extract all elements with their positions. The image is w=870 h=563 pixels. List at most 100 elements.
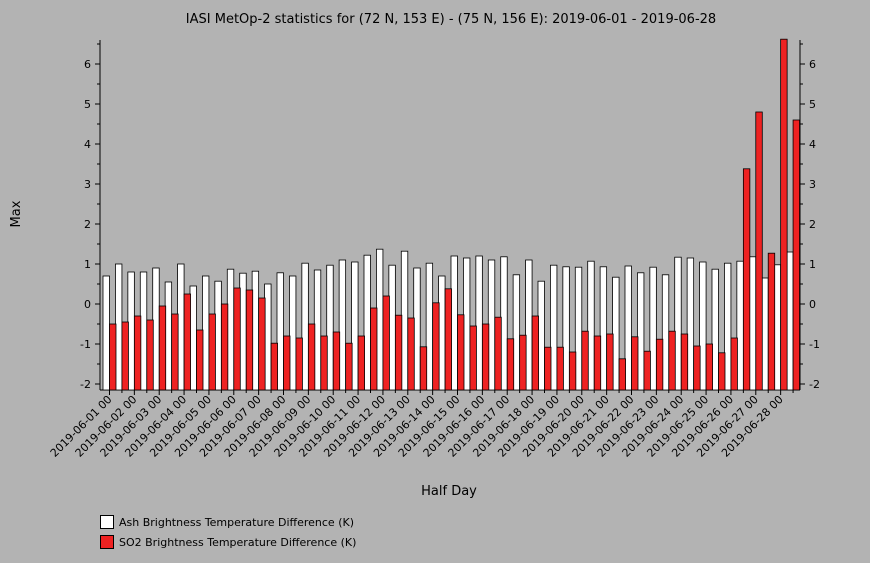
so2-bar (146, 319, 154, 391)
y-tick-label-left: 4 (84, 138, 91, 151)
so2-bar (233, 287, 241, 391)
y-tick-label-right: 6 (809, 58, 816, 71)
ash-bar (674, 256, 682, 391)
so2-bar (121, 321, 129, 391)
so2-bar (158, 305, 167, 391)
y-tick-label-right: 5 (809, 98, 816, 111)
so2-bar (643, 350, 651, 391)
ash-bar (736, 260, 744, 391)
ash-bar (574, 266, 583, 391)
so2-bar (295, 337, 303, 391)
y-tick-label-left: 6 (84, 58, 91, 71)
ash-bar (661, 274, 670, 391)
ash-bar (289, 275, 297, 391)
ash-bar (612, 276, 620, 391)
so2-bar (457, 314, 465, 391)
ash-bar (400, 250, 409, 391)
ash-bar (637, 272, 645, 391)
ash-bar (189, 285, 197, 391)
so2-bar (382, 295, 390, 391)
so2-bar (109, 323, 117, 391)
legend-label-ash: Ash Brightness Temperature Difference (K… (119, 515, 354, 529)
ash-bar (164, 281, 173, 391)
ash-bar (475, 255, 483, 391)
so2-bar (220, 303, 229, 391)
ash-bar (251, 270, 260, 391)
ash-bar (313, 269, 322, 391)
so2-bar (332, 331, 341, 391)
so2-bar (208, 313, 216, 391)
so2-bar (481, 323, 490, 391)
so2-bar (519, 334, 527, 391)
ash-bar (487, 259, 496, 391)
so2-bar (345, 342, 353, 391)
ash-bar (226, 268, 235, 391)
ash-bar (127, 271, 135, 391)
so2-bar (245, 289, 254, 391)
y-tick-label-right: 1 (809, 258, 816, 271)
so2-bar (320, 335, 328, 391)
so2-bar (718, 352, 726, 391)
y-tick-label-right: -2 (809, 378, 820, 391)
so2-bar (394, 314, 403, 391)
legend: Ash Brightness Temperature Difference (K… (100, 512, 356, 552)
ash-bar (115, 263, 123, 391)
y-tick-label-left: 3 (84, 178, 91, 191)
ash-bar (525, 259, 533, 391)
so2-bar (544, 346, 552, 391)
legend-swatch-so2 (100, 535, 114, 549)
so2-bar (581, 330, 589, 391)
so2-bar (655, 338, 664, 391)
so2-bar (531, 315, 539, 391)
ash-bar (214, 280, 222, 391)
ash-bar (599, 266, 608, 391)
chart-title: IASI MetOp-2 statistics for (72 N, 153 E… (186, 12, 716, 27)
ash-bar (202, 275, 210, 391)
so2-bar (618, 358, 626, 391)
ash-bar (686, 257, 695, 391)
ash-bar (413, 267, 421, 391)
x-axis-label: Half Day (421, 484, 477, 499)
ash-bar (425, 262, 434, 391)
so2-bar (593, 335, 602, 391)
so2-bar (419, 346, 428, 391)
so2-bar (668, 330, 676, 391)
ash-bar (537, 280, 545, 391)
ash-bar (724, 262, 732, 391)
so2-bar (631, 336, 639, 391)
so2-bar (432, 302, 440, 391)
ash-bar (388, 264, 396, 391)
ash-bar (624, 265, 632, 391)
y-tick-label-right: 0 (809, 298, 816, 311)
so2-bar (755, 111, 763, 391)
ash-bar (239, 272, 247, 391)
so2-bar (767, 252, 776, 391)
so2-bar (568, 351, 577, 391)
ash-bar (550, 264, 558, 391)
y-tick-label-left: 5 (84, 98, 91, 111)
so2-bar (171, 313, 179, 391)
y-tick-label-left: 2 (84, 218, 91, 231)
so2-bar (742, 168, 751, 391)
so2-bar (183, 293, 191, 391)
so2-bar (680, 333, 689, 391)
so2-bar (307, 323, 316, 391)
y-tick-label-right: 4 (809, 138, 816, 151)
y-tick-label-right: 2 (809, 218, 816, 231)
so2-bar (407, 317, 415, 391)
y-tick-label-left: -1 (80, 338, 91, 351)
ash-bar (450, 255, 458, 391)
so2-bar (506, 338, 515, 391)
ash-bar (326, 264, 334, 391)
ash-bar (276, 272, 284, 391)
so2-bar (792, 119, 800, 391)
y-tick-label-right: 3 (809, 178, 816, 191)
ash-bar (463, 257, 471, 391)
so2-bar (494, 316, 502, 391)
so2-bar (730, 337, 738, 391)
ash-bar (786, 251, 794, 391)
ash-bar (748, 256, 757, 391)
ash-bar (711, 268, 719, 391)
